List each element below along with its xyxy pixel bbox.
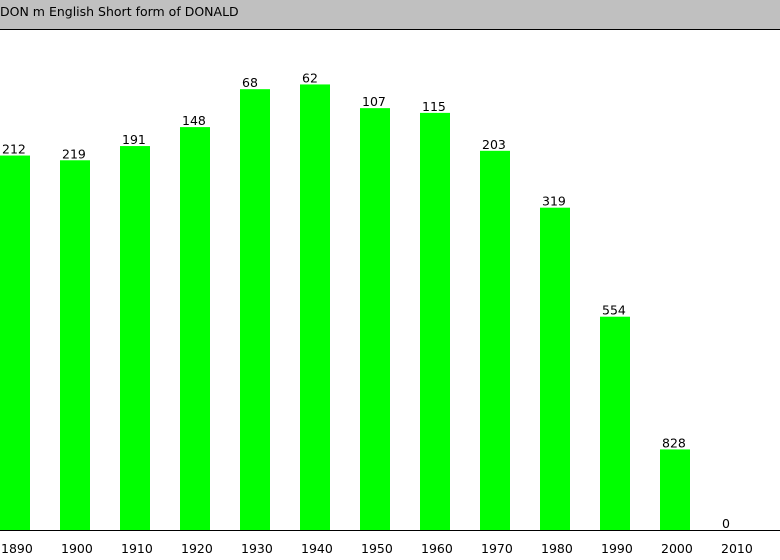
x-tick-1940: 1940 [301,541,333,556]
bar-label-1980: 319 [542,194,566,209]
x-tick-2000: 2000 [661,541,693,556]
bar-label-1940: 62 [302,70,318,85]
x-tick-1980: 1980 [541,541,573,556]
bar-label-1900: 219 [62,146,86,161]
bar-label-1990: 554 [602,303,626,318]
x-tick-1920: 1920 [181,541,213,556]
bar-1910 [120,146,150,530]
bar-1940 [300,84,330,530]
x-tick-1970: 1970 [481,541,513,556]
x-tick-1960: 1960 [421,541,453,556]
x-tick-1930: 1930 [241,541,273,556]
bar-1950 [360,108,390,530]
bar-labels-group: 212 219 191 148 68 62 107 115 203 319 554 828 0 [2,70,730,531]
bar-1960 [420,112,450,530]
bars-group [0,84,690,531]
bar-1920 [180,127,210,530]
x-tick-1990: 1990 [601,541,633,556]
bar-label-1960: 115 [422,99,446,114]
x-tick-1890: 1890 [1,541,33,556]
chart-header: DON m English Short form of DONALD [0,0,780,30]
bar-label-2010: 0 [722,516,730,531]
x-tick-1900: 1900 [61,541,93,556]
x-tick-2010: 2010 [721,541,753,556]
bar-label-2000: 828 [662,435,686,450]
bar-label-1910: 191 [122,132,146,147]
bar-label-1890: 212 [2,142,26,157]
bar-1900 [60,160,90,530]
bar-1890 [0,155,30,531]
bar-label-1950: 107 [362,94,386,109]
x-ticks-group: 1890 1900 1910 1920 1930 1940 1950 1960 1970 1980… [1,541,753,556]
bar-label-1920: 148 [182,113,206,128]
x-tick-1950: 1950 [361,541,393,556]
x-tick-1910: 1910 [121,541,153,556]
chart-title: DON m English Short form of DONALD [0,4,239,19]
bar-2000 [660,449,690,530]
bar-label-1970: 203 [482,137,506,152]
bar-1970 [480,150,510,531]
bar-1930 [240,89,270,531]
bar-1980 [540,207,570,530]
bar-label-1930: 68 [242,75,258,90]
bar-1990 [600,316,630,530]
